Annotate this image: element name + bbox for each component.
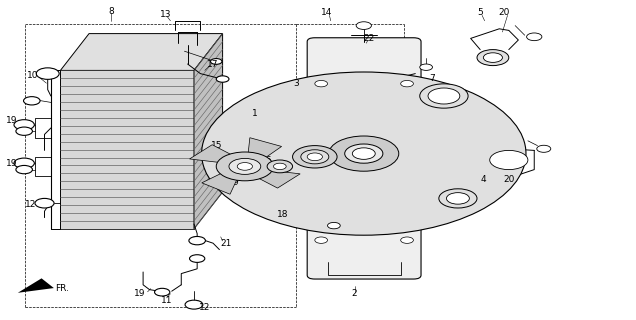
Circle shape: [420, 84, 468, 108]
Circle shape: [273, 163, 286, 170]
Text: 4: 4: [481, 175, 486, 184]
Polygon shape: [60, 34, 223, 70]
Circle shape: [216, 152, 273, 181]
Circle shape: [527, 33, 542, 41]
Circle shape: [229, 158, 261, 174]
Text: 16: 16: [261, 156, 273, 164]
Circle shape: [329, 136, 399, 171]
Text: 21: 21: [220, 239, 232, 248]
Circle shape: [293, 146, 337, 168]
Text: 1: 1: [251, 109, 258, 118]
Circle shape: [483, 53, 502, 62]
Text: 19: 19: [6, 116, 17, 124]
Text: 3: 3: [293, 79, 299, 88]
Circle shape: [16, 127, 32, 135]
Circle shape: [216, 76, 229, 82]
Circle shape: [328, 222, 340, 229]
Circle shape: [211, 59, 222, 64]
Text: 2: 2: [352, 289, 357, 298]
Text: 8: 8: [108, 7, 114, 16]
Circle shape: [155, 288, 170, 296]
Circle shape: [24, 97, 40, 105]
Polygon shape: [202, 169, 240, 194]
Polygon shape: [60, 70, 194, 229]
Circle shape: [237, 179, 253, 187]
Circle shape: [345, 144, 383, 163]
Text: 9: 9: [232, 178, 238, 187]
Circle shape: [36, 68, 59, 79]
Text: 10: 10: [27, 71, 39, 80]
Text: 20: 20: [499, 8, 510, 17]
Circle shape: [189, 236, 205, 245]
Circle shape: [477, 50, 509, 66]
Circle shape: [401, 80, 413, 87]
Polygon shape: [190, 145, 239, 164]
Circle shape: [356, 22, 371, 29]
Text: 7: 7: [429, 74, 436, 83]
Circle shape: [185, 300, 203, 309]
Circle shape: [352, 148, 375, 159]
Circle shape: [428, 88, 460, 104]
Text: 19: 19: [134, 289, 146, 298]
Circle shape: [14, 158, 34, 168]
Circle shape: [490, 150, 528, 170]
Circle shape: [401, 237, 413, 244]
Circle shape: [202, 72, 526, 235]
Text: 19: 19: [6, 159, 17, 168]
Text: 11: 11: [161, 296, 172, 305]
Circle shape: [537, 145, 551, 152]
Polygon shape: [194, 34, 223, 229]
Text: 12: 12: [25, 200, 36, 209]
Circle shape: [35, 198, 54, 208]
Circle shape: [190, 255, 205, 262]
FancyBboxPatch shape: [307, 38, 421, 279]
Polygon shape: [251, 169, 300, 188]
Circle shape: [307, 153, 322, 161]
Circle shape: [16, 165, 32, 174]
Circle shape: [315, 237, 328, 244]
Circle shape: [14, 120, 34, 130]
Text: 18: 18: [277, 210, 289, 219]
Circle shape: [267, 160, 293, 173]
Circle shape: [439, 189, 477, 208]
Text: 22: 22: [363, 34, 375, 43]
Text: 6: 6: [450, 196, 456, 204]
Circle shape: [237, 163, 252, 170]
Polygon shape: [247, 138, 282, 163]
Circle shape: [420, 64, 432, 70]
Polygon shape: [18, 278, 54, 293]
Text: 20: 20: [503, 175, 515, 184]
Text: 14: 14: [321, 8, 333, 17]
Text: 12: 12: [199, 303, 211, 312]
Circle shape: [315, 80, 328, 87]
Text: 15: 15: [211, 141, 222, 150]
Text: 13: 13: [160, 10, 171, 19]
Circle shape: [446, 193, 469, 204]
Circle shape: [301, 150, 329, 164]
Text: 17: 17: [207, 60, 219, 68]
Text: FR.: FR.: [55, 284, 69, 293]
Text: 5: 5: [477, 8, 483, 17]
